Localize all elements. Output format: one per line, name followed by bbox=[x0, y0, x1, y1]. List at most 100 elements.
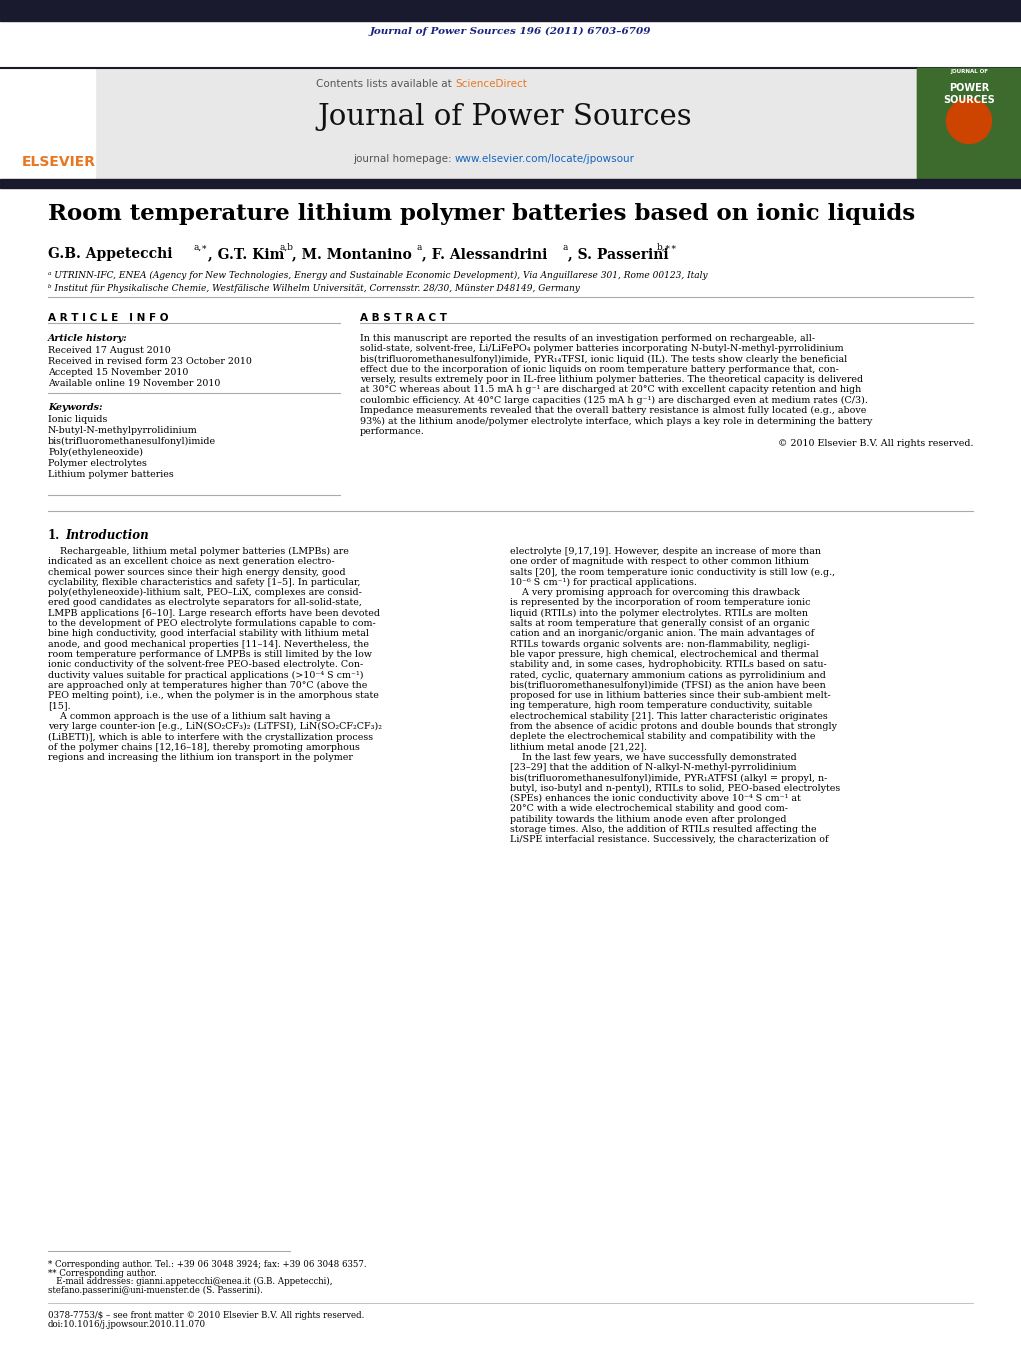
Text: bis(trifluoromethanesulfonyl)imide (TFSI) as the anion have been: bis(trifluoromethanesulfonyl)imide (TFSI… bbox=[510, 681, 826, 690]
Text: Keywords:: Keywords: bbox=[48, 403, 102, 412]
Text: © 2010 Elsevier B.V. All rights reserved.: © 2010 Elsevier B.V. All rights reserved… bbox=[778, 439, 973, 449]
Text: ᵇ Institut für Physikalische Chemie, Westfälische Wilhelm Universität, Corrensst: ᵇ Institut für Physikalische Chemie, Wes… bbox=[48, 284, 580, 293]
Text: a,∗: a,∗ bbox=[193, 243, 207, 253]
Text: RTILs towards organic solvents are: non-flammability, negligi-: RTILs towards organic solvents are: non-… bbox=[510, 640, 810, 648]
Text: Journal of Power Sources 196 (2011) 6703–6709: Journal of Power Sources 196 (2011) 6703… bbox=[370, 27, 650, 35]
Text: Journal of Power Sources: Journal of Power Sources bbox=[318, 103, 692, 131]
Text: bis(trifluoromethanesulfonyl)imide: bis(trifluoromethanesulfonyl)imide bbox=[48, 436, 216, 446]
Text: POWER
SOURCES: POWER SOURCES bbox=[943, 84, 994, 105]
Text: indicated as an excellent choice as next generation electro-: indicated as an excellent choice as next… bbox=[48, 558, 335, 566]
Text: 0378-7753/$ – see front matter © 2010 Elsevier B.V. All rights reserved.: 0378-7753/$ – see front matter © 2010 El… bbox=[48, 1310, 364, 1320]
Text: salts [20], the room temperature ionic conductivity is still low (e.g.,: salts [20], the room temperature ionic c… bbox=[510, 567, 835, 577]
Text: Ionic liquids: Ionic liquids bbox=[48, 415, 107, 424]
Text: bis(trifluoromethanesulfonyl)imide, PYR₁₄TFSI, ionic liquid (IL). The tests show: bis(trifluoromethanesulfonyl)imide, PYR₁… bbox=[360, 354, 847, 363]
Text: ered good candidates as electrolyte separators for all-solid-state,: ered good candidates as electrolyte sepa… bbox=[48, 598, 361, 608]
Text: G.B. Appetecchi: G.B. Appetecchi bbox=[48, 247, 173, 261]
Text: , S. Passerini: , S. Passerini bbox=[568, 247, 669, 261]
Text: Available online 19 November 2010: Available online 19 November 2010 bbox=[48, 380, 221, 388]
Text: bis(trifluoromethanesulfonyl)imide, PYR₁ATFSI (alkyl = propyl, n-: bis(trifluoromethanesulfonyl)imide, PYR₁… bbox=[510, 774, 827, 782]
Text: stefano.passerini@uni-muenster.de (S. Passerini).: stefano.passerini@uni-muenster.de (S. Pa… bbox=[48, 1286, 262, 1294]
Text: coulombic efficiency. At 40°C large capacities (125 mA h g⁻¹) are discharged eve: coulombic efficiency. At 40°C large capa… bbox=[360, 396, 868, 405]
Text: Li/SPE interfacial resistance. Successively, the characterization of: Li/SPE interfacial resistance. Successiv… bbox=[510, 835, 828, 844]
Text: 10⁻⁶ S cm⁻¹) for practical applications.: 10⁻⁶ S cm⁻¹) for practical applications. bbox=[510, 578, 697, 588]
Text: JOURNAL OF: JOURNAL OF bbox=[950, 69, 988, 74]
Text: ionic conductivity of the solvent-free PEO-based electrolyte. Con-: ionic conductivity of the solvent-free P… bbox=[48, 661, 363, 669]
Text: E-mail addresses: gianni.appetecchi@enea.it (G.B. Appetecchi),: E-mail addresses: gianni.appetecchi@enea… bbox=[48, 1277, 333, 1286]
Text: is represented by the incorporation of room temperature ionic: is represented by the incorporation of r… bbox=[510, 598, 811, 608]
Text: cyclability, flexible characteristics and safety [1–5]. In particular,: cyclability, flexible characteristics an… bbox=[48, 578, 360, 586]
Text: rated, cyclic, quaternary ammonium cations as pyrrolidinium and: rated, cyclic, quaternary ammonium catio… bbox=[510, 670, 826, 680]
Text: ELSEVIER: ELSEVIER bbox=[22, 155, 96, 169]
Text: poly(ethyleneoxide)-lithium salt, PEO–LiX, complexes are consid-: poly(ethyleneoxide)-lithium salt, PEO–Li… bbox=[48, 588, 361, 597]
Text: , M. Montanino: , M. Montanino bbox=[292, 247, 411, 261]
Text: journal homepage:: journal homepage: bbox=[353, 154, 455, 163]
Text: www.elsevier.com/locate/jpowsour: www.elsevier.com/locate/jpowsour bbox=[455, 154, 635, 163]
Text: 1.: 1. bbox=[48, 530, 60, 542]
Text: [15].: [15]. bbox=[48, 701, 70, 711]
Text: Introduction: Introduction bbox=[65, 530, 149, 542]
Text: a: a bbox=[416, 243, 422, 253]
Text: liquid (RTILs) into the polymer electrolytes. RTILs are molten: liquid (RTILs) into the polymer electrol… bbox=[510, 609, 808, 617]
Bar bbox=[0, 0, 1021, 22]
Text: solid-state, solvent-free, Li/LiFePO₄ polymer batteries incorporating N-butyl-N-: solid-state, solvent-free, Li/LiFePO₄ po… bbox=[360, 345, 843, 354]
Text: a,b: a,b bbox=[279, 243, 293, 253]
Bar bbox=[0, 178, 1021, 188]
Bar bbox=[0, 68, 95, 178]
Text: , F. Alessandrini: , F. Alessandrini bbox=[422, 247, 547, 261]
Text: Received in revised form 23 October 2010: Received in revised form 23 October 2010 bbox=[48, 357, 252, 366]
Text: In this manuscript are reported the results of an investigation performed on rec: In this manuscript are reported the resu… bbox=[360, 334, 815, 343]
Text: to the development of PEO electrolyte formulations capable to com-: to the development of PEO electrolyte fo… bbox=[48, 619, 376, 628]
Text: (LiBETI)], which is able to interfere with the crystallization process: (LiBETI)], which is able to interfere wi… bbox=[48, 732, 373, 742]
Text: a: a bbox=[562, 243, 568, 253]
Text: * Corresponding author. Tel.: +39 06 3048 3924; fax: +39 06 3048 6357.: * Corresponding author. Tel.: +39 06 304… bbox=[48, 1260, 367, 1269]
Text: 93%) at the lithium anode/polymer electrolyte interface, which plays a key role : 93%) at the lithium anode/polymer electr… bbox=[360, 416, 872, 426]
Ellipse shape bbox=[946, 99, 991, 143]
Text: ductivity values suitable for practical applications (>10⁻⁴ S cm⁻¹): ductivity values suitable for practical … bbox=[48, 670, 363, 680]
Text: butyl, iso-butyl and n-pentyl), RTILs to solid, PEO-based electrolytes: butyl, iso-butyl and n-pentyl), RTILs to… bbox=[510, 784, 840, 793]
Text: ᵃ UTRINN-IFC, ENEA (Agency for New Technologies, Energy and Sustainable Economic: ᵃ UTRINN-IFC, ENEA (Agency for New Techn… bbox=[48, 272, 708, 280]
Text: N-butyl-N-methylpyrrolidinium: N-butyl-N-methylpyrrolidinium bbox=[48, 426, 198, 435]
Text: A common approach is the use of a lithium salt having a: A common approach is the use of a lithiu… bbox=[48, 712, 331, 721]
Text: electrolyte [9,17,19]. However, despite an increase of more than: electrolyte [9,17,19]. However, despite … bbox=[510, 547, 821, 557]
Text: proposed for use in lithium batteries since their sub-ambient melt-: proposed for use in lithium batteries si… bbox=[510, 692, 831, 700]
Text: Rechargeable, lithium metal polymer batteries (LMPBs) are: Rechargeable, lithium metal polymer batt… bbox=[48, 547, 349, 557]
Text: ScienceDirect: ScienceDirect bbox=[455, 78, 527, 89]
Text: cation and an inorganic/organic anion. The main advantages of: cation and an inorganic/organic anion. T… bbox=[510, 630, 815, 639]
Text: bine high conductivity, good interfacial stability with lithium metal: bine high conductivity, good interfacial… bbox=[48, 630, 369, 639]
Text: Lithium polymer batteries: Lithium polymer batteries bbox=[48, 470, 174, 480]
Text: deplete the electrochemical stability and compatibility with the: deplete the electrochemical stability an… bbox=[510, 732, 816, 742]
Text: ing temperature, high room temperature conductivity, suitable: ing temperature, high room temperature c… bbox=[510, 701, 813, 711]
Text: A R T I C L E   I N F O: A R T I C L E I N F O bbox=[48, 313, 168, 323]
Text: ** Corresponding author.: ** Corresponding author. bbox=[48, 1269, 157, 1278]
Bar bbox=[917, 68, 1021, 178]
Text: performance.: performance. bbox=[360, 427, 425, 436]
Text: A B S T R A C T: A B S T R A C T bbox=[360, 313, 447, 323]
Text: are approached only at temperatures higher than 70°C (above the: are approached only at temperatures high… bbox=[48, 681, 368, 690]
Text: salts at room temperature that generally consist of an organic: salts at room temperature that generally… bbox=[510, 619, 810, 628]
Text: Polymer electrolytes: Polymer electrolytes bbox=[48, 459, 147, 467]
Text: Article history:: Article history: bbox=[48, 334, 128, 343]
Text: A very promising approach for overcoming this drawback: A very promising approach for overcoming… bbox=[510, 588, 799, 597]
Bar bbox=[917, 68, 1021, 178]
Text: at 30°C whereas about 11.5 mA h g⁻¹ are discharged at 20°C with excellent capaci: at 30°C whereas about 11.5 mA h g⁻¹ are … bbox=[360, 385, 862, 394]
Bar bbox=[95, 68, 917, 178]
Text: from the absence of acidic protons and double bounds that strongly: from the absence of acidic protons and d… bbox=[510, 721, 837, 731]
Text: one order of magnitude with respect to other common lithium: one order of magnitude with respect to o… bbox=[510, 558, 809, 566]
Text: Room temperature lithium polymer batteries based on ionic liquids: Room temperature lithium polymer batteri… bbox=[48, 203, 915, 226]
Text: Contents lists available at: Contents lists available at bbox=[317, 78, 455, 89]
Text: In the last few years, we have successfully demonstrated: In the last few years, we have successfu… bbox=[510, 753, 796, 762]
Text: Impedance measurements revealed that the overall battery resistance is almost fu: Impedance measurements revealed that the… bbox=[360, 407, 867, 415]
Text: storage times. Also, the addition of RTILs resulted affecting the: storage times. Also, the addition of RTI… bbox=[510, 825, 817, 834]
Text: anode, and good mechanical properties [11–14]. Nevertheless, the: anode, and good mechanical properties [1… bbox=[48, 640, 369, 648]
Text: versely, results extremely poor in IL-free lithium polymer batteries. The theore: versely, results extremely poor in IL-fr… bbox=[360, 376, 863, 384]
Text: lithium metal anode [21,22].: lithium metal anode [21,22]. bbox=[510, 743, 647, 751]
Text: b,∗∗: b,∗∗ bbox=[657, 243, 678, 253]
Text: regions and increasing the lithium ion transport in the polymer: regions and increasing the lithium ion t… bbox=[48, 753, 353, 762]
Text: effect due to the incorporation of ionic liquids on room temperature battery per: effect due to the incorporation of ionic… bbox=[360, 365, 839, 374]
Text: room temperature performance of LMPBs is still limited by the low: room temperature performance of LMPBs is… bbox=[48, 650, 372, 659]
Text: LMPB applications [6–10]. Large research efforts have been devoted: LMPB applications [6–10]. Large research… bbox=[48, 609, 380, 617]
Text: [23–29] that the addition of N-alkyl-N-methyl-pyrrolidinium: [23–29] that the addition of N-alkyl-N-m… bbox=[510, 763, 796, 773]
Text: electrochemical stability [21]. This latter characteristic originates: electrochemical stability [21]. This lat… bbox=[510, 712, 828, 721]
Text: ble vapor pressure, high chemical, electrochemical and thermal: ble vapor pressure, high chemical, elect… bbox=[510, 650, 819, 659]
Text: (SPEs) enhances the ionic conductivity above 10⁻⁴ S cm⁻¹ at: (SPEs) enhances the ionic conductivity a… bbox=[510, 794, 800, 804]
